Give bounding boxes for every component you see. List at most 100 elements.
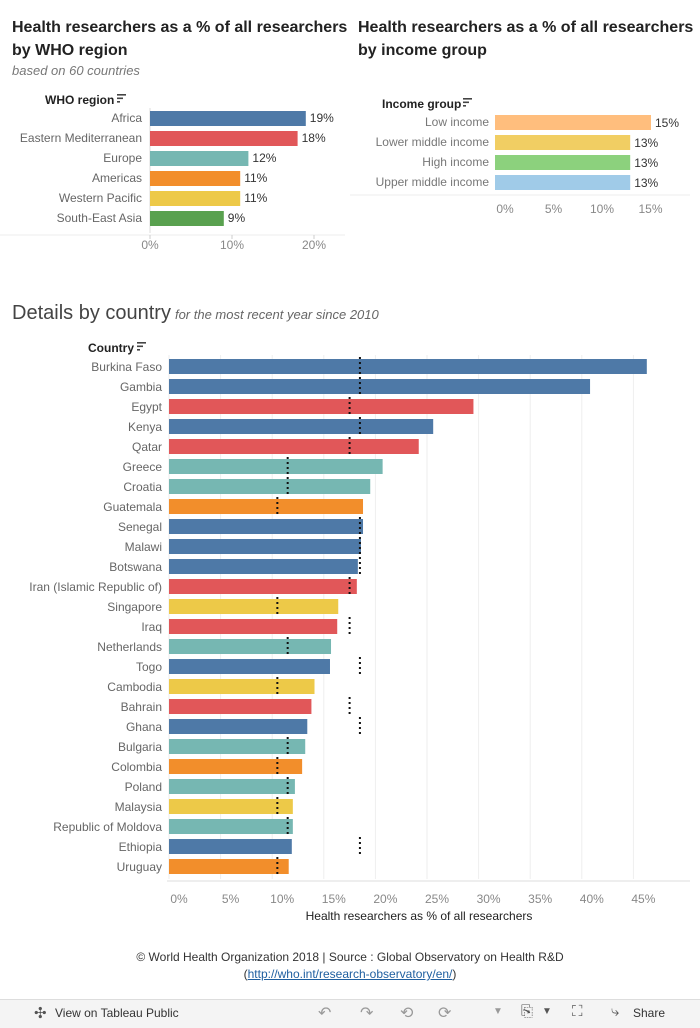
region-bar-eastern-mediterranean [150, 131, 298, 146]
country-bar-cambodia [169, 679, 315, 694]
income-chart: Income group Low income 15% Lower middle i… [350, 97, 690, 216]
country-tick-label: 15% [322, 892, 346, 906]
country-label-singapore: Singapore [107, 600, 162, 614]
country-label-egypt: Egypt [131, 400, 162, 414]
country-label-republic-of-moldova: Republic of Moldova [53, 820, 162, 834]
region-value-europe: 12% [252, 151, 276, 165]
country-label-croatia: Croatia [123, 480, 162, 494]
undo-icon[interactable]: ↶ [318, 1005, 332, 1022]
country-label-togo: Togo [136, 660, 162, 674]
country-bar-qatar [169, 439, 419, 454]
refresh-icon[interactable]: ⟳ [438, 1005, 452, 1022]
pause-dropdown-icon[interactable]: ▼ [493, 1006, 503, 1017]
country-bar-croatia [169, 479, 371, 494]
country-bar-iraq [169, 619, 338, 634]
country-label-gambia: Gambia [120, 380, 162, 394]
x-axis-title: Health researchers as % of all researche… [306, 909, 533, 923]
country-label-netherlands: Netherlands [97, 640, 162, 654]
income-label-upper-middle-income: Upper middle income [376, 175, 490, 189]
country-bar-netherlands [169, 639, 332, 654]
region-label-western-pacific: Western Pacific [59, 191, 142, 205]
country-bar-togo [169, 659, 330, 674]
country-label-colombia: Colombia [111, 760, 162, 774]
region-chart-subtitle: based on 60 countries [12, 63, 140, 78]
country-tick-label: 20% [373, 892, 397, 906]
country-tick-label: 25% [425, 892, 449, 906]
income-bar-lower-middle-income [495, 135, 631, 150]
details-title: Details by country [12, 302, 171, 324]
country-tick-label: 40% [580, 892, 604, 906]
country-label-senegal: Senegal [118, 520, 162, 534]
country-header[interactable]: Country [88, 341, 134, 355]
country-bar-greece [169, 459, 383, 474]
region-tick-label: 20% [302, 238, 326, 252]
income-bar-upper-middle-income [495, 175, 631, 190]
country-bar-ghana [169, 719, 308, 734]
country-label-poland: Poland [125, 780, 162, 794]
region-value-eastern-mediterranean: 18% [302, 131, 326, 145]
income-bar-high-income [495, 155, 631, 170]
income-tick-label: 0% [496, 202, 514, 216]
region-value-americas: 11% [244, 171, 267, 185]
details-subtitle: for the most recent year since 2010 [174, 307, 379, 322]
region-value-africa: 19% [310, 111, 334, 125]
region-chart: WHO region Africa 19% Eastern Mediterranea… [0, 93, 345, 252]
country-tick-label: 5% [222, 892, 240, 906]
redo-icon[interactable]: ↷ [360, 1005, 374, 1022]
country-label-burkina-faso: Burkina Faso [91, 360, 162, 374]
region-label-eastern-mediterranean: Eastern Mediterranean [20, 131, 142, 145]
income-label-lower-middle-income: Lower middle income [376, 135, 490, 149]
footer-credit: © World Health Organization 2018 | Sourc… [136, 950, 564, 964]
country-bar-malaysia [169, 799, 293, 814]
region-label-south-east-asia: South-East Asia [57, 211, 143, 225]
share-icon[interactable]: ⤷ [611, 1003, 620, 1020]
country-bar-poland [169, 779, 295, 794]
region-bar-americas [150, 171, 241, 186]
income-value-upper-middle-income: 13% [634, 176, 658, 190]
income-chart-title: Health researchers as a % of all researc… [358, 19, 694, 59]
view-on-tableau-link[interactable]: View on Tableau Public [55, 1006, 179, 1020]
income-value-high-income: 13% [634, 156, 658, 170]
details-heading: Details by country for the most recent ye… [12, 302, 379, 325]
share-button[interactable]: Share [633, 1006, 666, 1020]
source-link[interactable]: http://who.int/research-observatory/en/ [247, 967, 453, 981]
income-tick-label: 5% [545, 202, 563, 216]
country-label-malawi: Malawi [125, 540, 162, 554]
country-label-ethiopia: Ethiopia [119, 840, 163, 854]
tableau-toolbar: ✣ View on Tableau Public ↶ ↷ ⟲ ⟳ ▼ ⎘ ▼ ⛶… [0, 999, 700, 1028]
region-header[interactable]: WHO region [45, 93, 114, 107]
country-bar-kenya [169, 419, 434, 434]
region-label-americas: Americas [92, 171, 142, 185]
country-bar-burkina-faso [169, 359, 647, 374]
country-label-bulgaria: Bulgaria [118, 740, 162, 754]
region-value-western-pacific: 11% [244, 191, 267, 205]
country-bar-bahrain [169, 699, 312, 714]
download-icon[interactable]: ⎘ [521, 1003, 534, 1020]
fullscreen-icon[interactable]: ⛶ [572, 1003, 583, 1020]
income-bar-low-income [495, 115, 651, 130]
country-label-greece: Greece [123, 460, 163, 474]
sort-icon[interactable] [137, 342, 146, 351]
sort-icon[interactable] [463, 98, 472, 107]
income-tick-label: 15% [638, 202, 662, 216]
country-label-bahrain: Bahrain [121, 700, 162, 714]
country-bar-egypt [169, 399, 474, 414]
footer-link-row: (http://who.int/research-observatory/en/… [243, 967, 457, 981]
revert-icon[interactable]: ⟲ [400, 1005, 414, 1022]
income-header[interactable]: Income group [382, 97, 461, 111]
region-bar-africa [150, 111, 306, 126]
country-bar-bulgaria [169, 739, 306, 754]
country-label-ghana: Ghana [126, 720, 162, 734]
sort-icon[interactable] [117, 94, 126, 103]
country-label-iraq: Iraq [141, 620, 162, 634]
download-dropdown-icon[interactable]: ▼ [542, 1006, 552, 1017]
country-bar-singapore [169, 599, 339, 614]
region-bar-europe [150, 151, 249, 166]
income-label-low-income: Low income [425, 115, 489, 129]
country-label-guatemala: Guatemala [103, 500, 162, 514]
country-label-qatar: Qatar [132, 440, 162, 454]
country-bar-uruguay [169, 859, 289, 874]
country-label-cambodia: Cambodia [107, 680, 162, 694]
country-tick-label: 0% [170, 892, 188, 906]
country-bar-gambia [169, 379, 591, 394]
